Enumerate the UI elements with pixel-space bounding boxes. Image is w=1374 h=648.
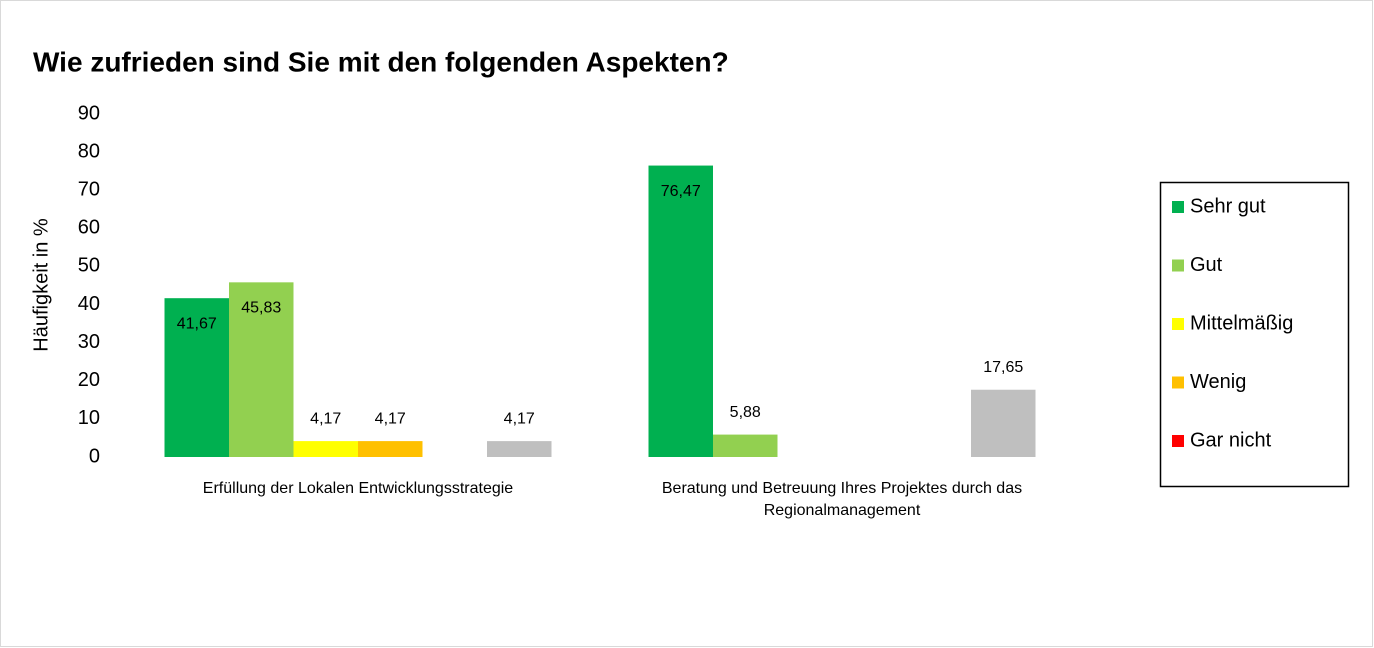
bar — [229, 282, 294, 457]
y-tick-label: 10 — [78, 407, 100, 429]
y-tick-label: 40 — [78, 293, 100, 315]
bar — [164, 298, 229, 457]
data-label: 17,65 — [983, 359, 1023, 376]
y-tick-label: 80 — [78, 140, 100, 162]
y-tick-label: 70 — [78, 179, 100, 201]
bar — [713, 434, 778, 457]
data-label: 45,83 — [241, 300, 281, 317]
y-tick-label: 0 — [89, 445, 100, 467]
data-label: 5,88 — [730, 404, 761, 421]
legend-swatch — [1172, 318, 1184, 330]
bar — [971, 389, 1036, 457]
legend-box — [1159, 181, 1350, 488]
data-label: 76,47 — [661, 183, 701, 200]
data-label: 4,17 — [504, 410, 535, 427]
y-tick-label: 50 — [78, 255, 100, 277]
legend-swatch — [1172, 376, 1184, 389]
legend-swatch — [1172, 201, 1184, 213]
data-label: 41,67 — [177, 315, 217, 332]
y-tick-label: 60 — [78, 217, 100, 239]
legend-label: Gar nicht — [1190, 429, 1272, 451]
y-axis-title: Häufigkeit in % — [30, 218, 52, 352]
x-tick-label: Erfüllung der Lokalen Entwicklungsstrate… — [202, 480, 514, 497]
bar — [487, 441, 552, 457]
y-tick-label: 30 — [78, 331, 100, 353]
legend-swatch — [1172, 259, 1184, 272]
bar — [648, 165, 713, 457]
legend-swatch — [1172, 435, 1184, 447]
bar — [358, 441, 423, 457]
legend-label: Sehr gut — [1190, 195, 1266, 217]
legend-label: Gut — [1190, 254, 1223, 276]
chart-title: Wie zufrieden sind Sie mit den folgenden… — [33, 46, 729, 77]
data-label: 4,17 — [310, 410, 341, 427]
bar — [293, 441, 358, 457]
legend-label: Wenig — [1190, 371, 1246, 393]
legend-label: Mittelmäßig — [1190, 312, 1293, 334]
data-label: 4,17 — [375, 410, 406, 427]
x-tick-label: Beratung und Betreuung Ihres Projektes d… — [661, 480, 1023, 519]
y-tick-label: 90 — [78, 102, 100, 124]
y-tick-label: 20 — [78, 369, 100, 391]
